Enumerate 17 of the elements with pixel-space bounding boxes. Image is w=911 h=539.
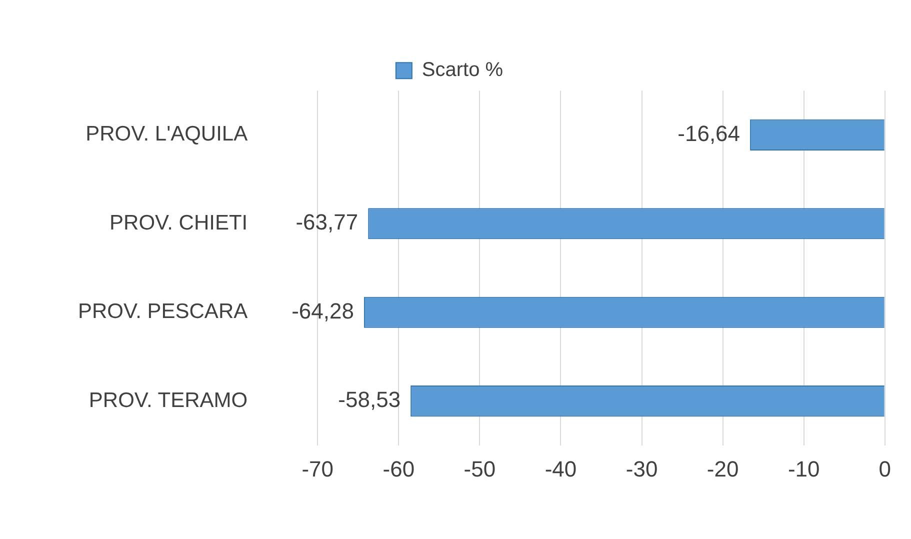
y-tick-label: PROV. L'AQUILA: [86, 122, 248, 146]
legend-label: Scarto %: [422, 59, 504, 82]
data-label: -63,77: [296, 210, 358, 235]
y-tick-label: PROV. PESCARA: [78, 300, 248, 324]
data-label: -58,53: [338, 387, 401, 412]
x-tick-label: -30: [626, 456, 658, 482]
data-label: -64,28: [292, 298, 354, 324]
y-tick-label: PROV. CHIETI: [110, 211, 248, 234]
x-tick-label: -10: [788, 456, 820, 482]
x-tick-label: -50: [464, 456, 496, 482]
x-tick-label: -60: [382, 456, 415, 482]
x-tick-label: 0: [878, 456, 892, 482]
data-label: -16,64: [678, 121, 740, 146]
x-tick-label: -40: [544, 456, 577, 482]
x-tick-label: -70: [302, 456, 334, 482]
y-tick-label: PROV. TERAMO: [88, 388, 248, 412]
x-tick-label: -20: [706, 456, 739, 482]
